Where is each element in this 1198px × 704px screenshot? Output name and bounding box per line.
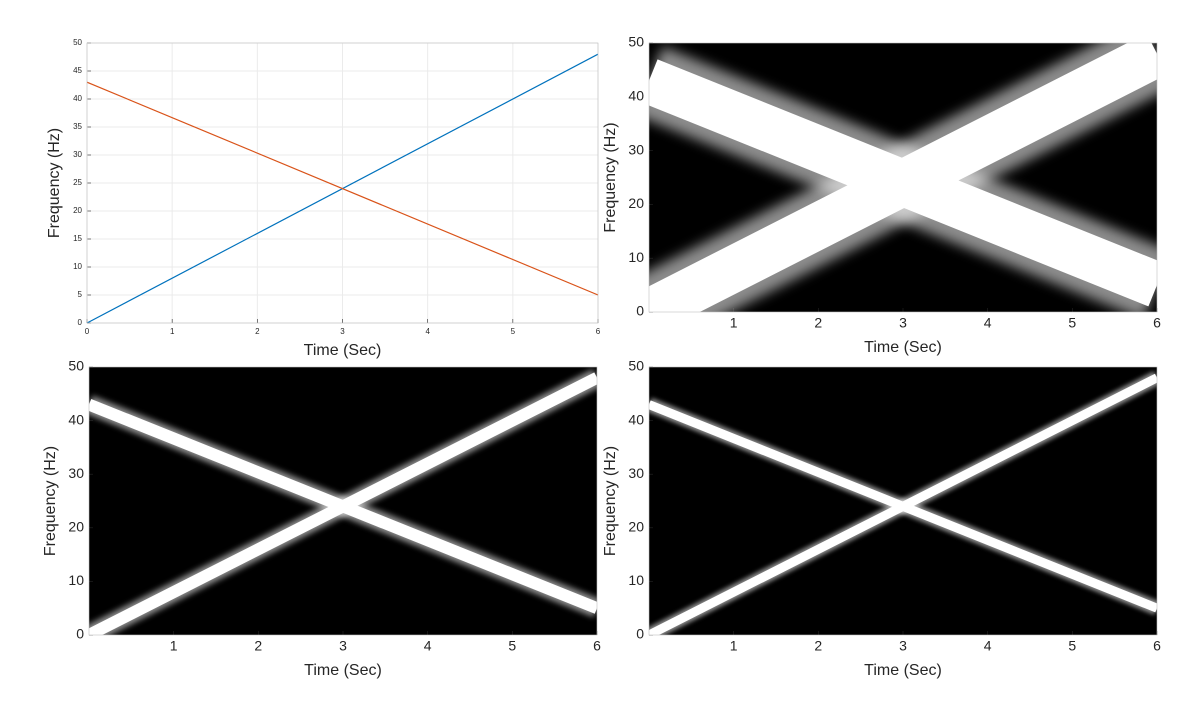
x-tick-label: 5	[508, 638, 516, 654]
x-tick-label: 1	[170, 638, 178, 654]
x-tick-label: 0	[85, 327, 90, 336]
panel: 0 10 20 30 40 50 1 2 3 4 5 6 Time (Sec) Frequency (Hz…	[602, 34, 1161, 357]
y-tick-label: 45	[73, 66, 82, 75]
y-tick-label: 35	[73, 122, 82, 131]
x-tick-label: 5	[1068, 638, 1076, 654]
y-tick-label: 40	[73, 94, 82, 103]
plot-frame	[88, 366, 598, 636]
plot-area	[649, 43, 1157, 312]
y-tick-label: 20	[628, 195, 644, 211]
ridge	[89, 398, 597, 614]
x-tick-label: 1	[730, 315, 738, 331]
ridge	[649, 59, 1157, 307]
y-tick-label: 20	[73, 206, 82, 215]
x-tick-label: 5	[511, 327, 516, 336]
x-tick-label: 4	[425, 327, 430, 336]
y-tick-label: 0	[636, 303, 644, 319]
y-tick-label: 30	[73, 150, 82, 159]
panel: 0 10 20 30 40 50 1 2 3 4 5 6 Time (Sec) Frequency (Hz…	[602, 358, 1161, 680]
y-tick-label: 20	[68, 519, 84, 535]
x-tick-label: 4	[984, 315, 992, 331]
y-tick-label: 30	[628, 141, 644, 157]
x-tick-label: 5	[1068, 315, 1076, 331]
x-axis-label: Time (Sec)	[864, 662, 942, 679]
x-tick-label: 6	[596, 327, 601, 336]
y-tick-label: 40	[628, 411, 644, 427]
line	[87, 81, 598, 296]
x-tick-label: 6	[1153, 315, 1161, 331]
plot-area	[649, 371, 1157, 635]
plot-area	[87, 53, 598, 323]
x-tick-label: 3	[339, 638, 347, 654]
x-axis-label: Time (Sec)	[864, 339, 942, 356]
x-tick-label: 6	[1153, 638, 1161, 654]
y-tick-label: 50	[628, 34, 644, 50]
y-tick-label: 10	[73, 262, 82, 271]
y-axis-label: Frequency (Hz)	[42, 446, 59, 556]
y-axis-label: Frequency (Hz)	[602, 446, 619, 556]
panel: 0 10 20 30 40 50 1 2 3 4 5 6 Time (Sec) Frequency (Hz…	[42, 358, 601, 680]
y-tick-label: 50	[73, 38, 82, 47]
y-tick-label: 0	[76, 626, 84, 642]
ridge	[649, 400, 1157, 613]
y-tick-label: 50	[68, 358, 84, 374]
y-axis-label: Frequency (Hz)	[602, 122, 619, 232]
y-tick-label: 5	[78, 290, 83, 299]
y-tick-label: 10	[628, 572, 644, 588]
plot-frame	[648, 42, 1158, 313]
x-tick-label: 1	[730, 638, 738, 654]
y-tick-label: 25	[73, 178, 82, 187]
x-tick-label: 4	[984, 638, 992, 654]
x-tick-label: 3	[899, 315, 907, 331]
x-axis-label: Time (Sec)	[304, 342, 382, 359]
x-tick-label: 2	[255, 327, 260, 336]
x-tick-label: 3	[340, 327, 345, 336]
y-tick-label: 10	[68, 572, 84, 588]
plot-area	[89, 369, 597, 635]
plot-frame	[86, 42, 599, 324]
y-tick-label: 40	[628, 88, 644, 104]
x-tick-label: 6	[593, 638, 601, 654]
y-tick-label: 0	[78, 318, 83, 327]
x-tick-label: 2	[254, 638, 262, 654]
y-tick-label: 10	[628, 249, 644, 265]
y-tick-label: 40	[68, 411, 84, 427]
y-tick-label: 15	[73, 234, 82, 243]
x-tick-label: 1	[170, 327, 175, 336]
y-tick-label: 30	[628, 465, 644, 481]
x-tick-label: 2	[814, 315, 822, 331]
plot-frame	[648, 366, 1158, 636]
x-tick-label: 2	[814, 638, 822, 654]
y-tick-label: 20	[628, 519, 644, 535]
y-axis-label: Frequency (Hz)	[46, 128, 63, 238]
x-tick-label: 4	[424, 638, 432, 654]
y-tick-label: 0	[636, 626, 644, 642]
y-tick-label: 50	[628, 358, 644, 374]
x-axis-label: Time (Sec)	[304, 662, 382, 679]
y-tick-label: 30	[68, 465, 84, 481]
x-tick-label: 3	[899, 638, 907, 654]
